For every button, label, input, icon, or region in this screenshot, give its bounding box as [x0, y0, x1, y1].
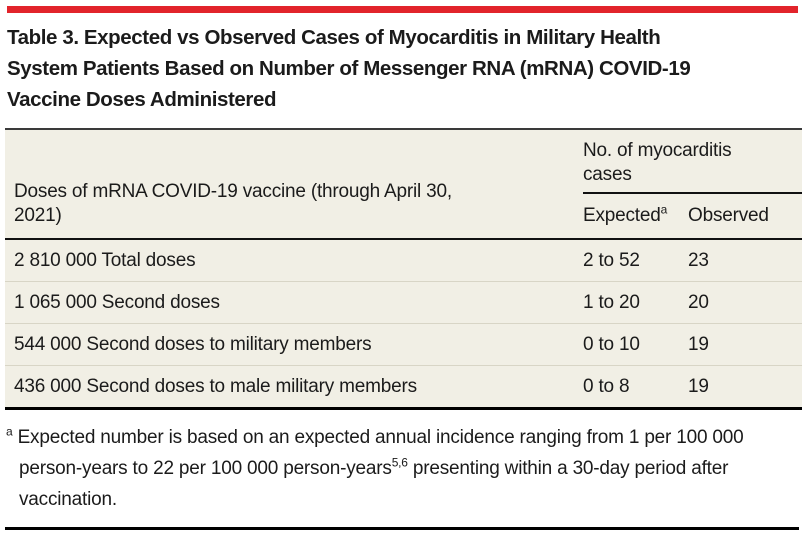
column-header-expected: Expecteda [583, 202, 668, 226]
table-row: 1 065 000 Second doses 1 to 20 20 [5, 281, 802, 323]
table-title: Table 3. Expected vs Observed Cases of M… [0, 0, 810, 115]
observed-cell: 20 [688, 291, 709, 313]
myocarditis-cases-table: Doses of mRNA COVID-19 vaccine (through … [5, 128, 802, 410]
column-header-doses: Doses of mRNA COVID-19 vaccine (through … [14, 181, 452, 226]
column-header-observed: Observed [688, 205, 769, 226]
expected-cell: 1 to 20 [583, 291, 640, 313]
footnote-text: Expected number is based on an expected … [17, 427, 744, 479]
table-body: 2 810 000 Total doses 2 to 52 23 1 065 0… [5, 240, 802, 407]
table-row: 436 000 Second doses to male military me… [5, 365, 802, 407]
table-title-line-3: Vaccine Doses Administered [7, 88, 277, 111]
bottom-rule [5, 527, 799, 530]
sub-header-row: Expecteda Observed [583, 194, 802, 238]
accent-bar [7, 6, 798, 13]
footnote-citation-refs: 5,6 [391, 455, 408, 470]
doses-cell: 436 000 Second doses to male military me… [14, 375, 417, 397]
doses-cell: 1 065 000 Second doses [14, 291, 220, 313]
footnote-marker-ref: a [660, 202, 668, 217]
observed-cell: 23 [688, 249, 709, 271]
footnote-text-end: presenting within a 30-day period after … [19, 458, 729, 510]
doses-cell: 2 810 000 Total doses [14, 249, 196, 271]
table-header: Doses of mRNA COVID-19 vaccine (through … [5, 130, 802, 240]
table-footnote: a Expected number is based on an expecte… [6, 422, 761, 515]
expected-cell: 2 to 52 [583, 249, 640, 271]
observed-cell: 19 [688, 333, 709, 355]
group-header-label: No. of myocarditis cases [583, 130, 802, 194]
footnote-marker: a [6, 424, 13, 439]
expected-cell: 0 to 10 [583, 333, 640, 355]
table-row: 2 810 000 Total doses 2 to 52 23 [5, 240, 802, 281]
doses-cell: 544 000 Second doses to military members [14, 333, 372, 355]
table-row: 544 000 Second doses to military members… [5, 323, 802, 365]
table-title-line-2: System Patients Based on Number of Messe… [7, 57, 691, 80]
column-group-cases: No. of myocarditis cases Expecteda Obser… [583, 130, 802, 238]
table-title-line-1: Table 3. Expected vs Observed Cases of M… [7, 26, 661, 49]
expected-cell: 0 to 8 [583, 375, 630, 397]
observed-cell: 19 [688, 375, 709, 397]
